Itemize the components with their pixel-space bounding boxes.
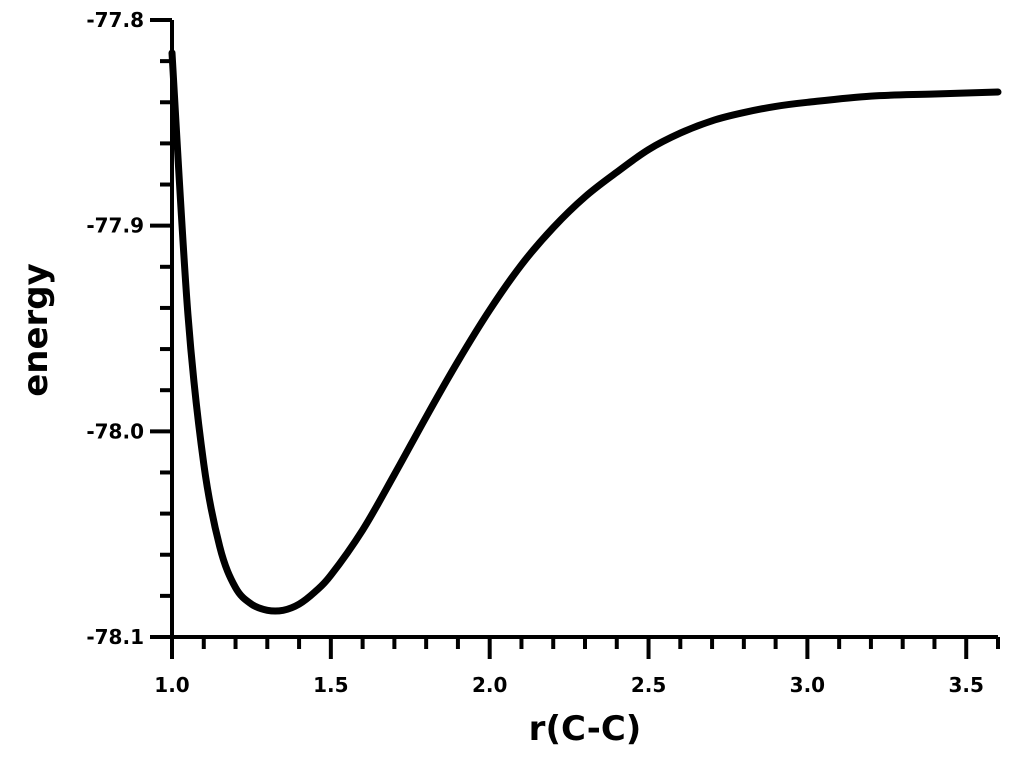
x-tick-label: 3.0 bbox=[790, 673, 825, 697]
x-axis-title: r(C-C) bbox=[529, 709, 642, 749]
tick-labels-layer: -77.8 -77.9 -78.0 -78.1 1.0 1.5 2.0 2.5 3.0 3.5 bbox=[86, 8, 984, 697]
x-tick-label: 3.5 bbox=[949, 673, 984, 697]
x-tick-label: 2.5 bbox=[631, 673, 666, 697]
x-tick-label: 1.0 bbox=[154, 673, 189, 697]
y-tick-label: -78.1 bbox=[86, 625, 144, 649]
y-axis-title: energy bbox=[16, 263, 56, 397]
y-tick-label: -77.9 bbox=[86, 214, 144, 238]
energy-series-line bbox=[168, 49, 1002, 615]
y-tick-label: -77.8 bbox=[86, 8, 144, 32]
y-tick-label: -78.0 bbox=[86, 419, 144, 443]
x-tick-label: 1.5 bbox=[313, 673, 348, 697]
ticks-layer bbox=[150, 18, 1000, 659]
x-tick-label: 2.0 bbox=[472, 673, 507, 697]
